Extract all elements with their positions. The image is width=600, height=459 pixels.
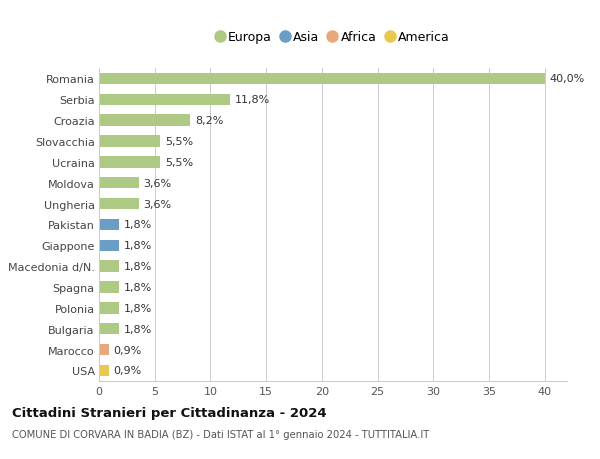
Text: 3,6%: 3,6% [143, 178, 172, 188]
Text: 0,9%: 0,9% [113, 345, 142, 355]
Bar [99, 365, 109, 376]
Text: 1,8%: 1,8% [124, 220, 152, 230]
Bar [99, 73, 545, 85]
Text: 1,8%: 1,8% [124, 241, 152, 251]
Text: 1,8%: 1,8% [124, 282, 152, 292]
Bar [99, 157, 160, 168]
Bar [99, 323, 119, 335]
Text: 0,9%: 0,9% [113, 365, 142, 375]
Text: 5,5%: 5,5% [165, 157, 193, 168]
Bar [99, 302, 119, 314]
Bar [99, 95, 230, 106]
Bar [99, 344, 109, 355]
Text: 8,2%: 8,2% [195, 116, 223, 126]
Text: 40,0%: 40,0% [549, 74, 584, 84]
Text: 11,8%: 11,8% [235, 95, 270, 105]
Text: COMUNE DI CORVARA IN BADIA (BZ) - Dati ISTAT al 1° gennaio 2024 - TUTTITALIA.IT: COMUNE DI CORVARA IN BADIA (BZ) - Dati I… [12, 429, 429, 439]
Bar [99, 136, 160, 147]
Text: 1,8%: 1,8% [124, 262, 152, 272]
Text: 3,6%: 3,6% [143, 199, 172, 209]
Text: 1,8%: 1,8% [124, 303, 152, 313]
Bar [99, 178, 139, 189]
Bar [99, 282, 119, 293]
Legend: Europa, Asia, Africa, America: Europa, Asia, Africa, America [217, 31, 449, 45]
Bar [99, 115, 190, 127]
Bar [99, 198, 139, 210]
Text: 1,8%: 1,8% [124, 324, 152, 334]
Text: Cittadini Stranieri per Cittadinanza - 2024: Cittadini Stranieri per Cittadinanza - 2… [12, 406, 326, 419]
Bar [99, 219, 119, 230]
Text: 5,5%: 5,5% [165, 137, 193, 147]
Bar [99, 240, 119, 252]
Bar [99, 261, 119, 272]
